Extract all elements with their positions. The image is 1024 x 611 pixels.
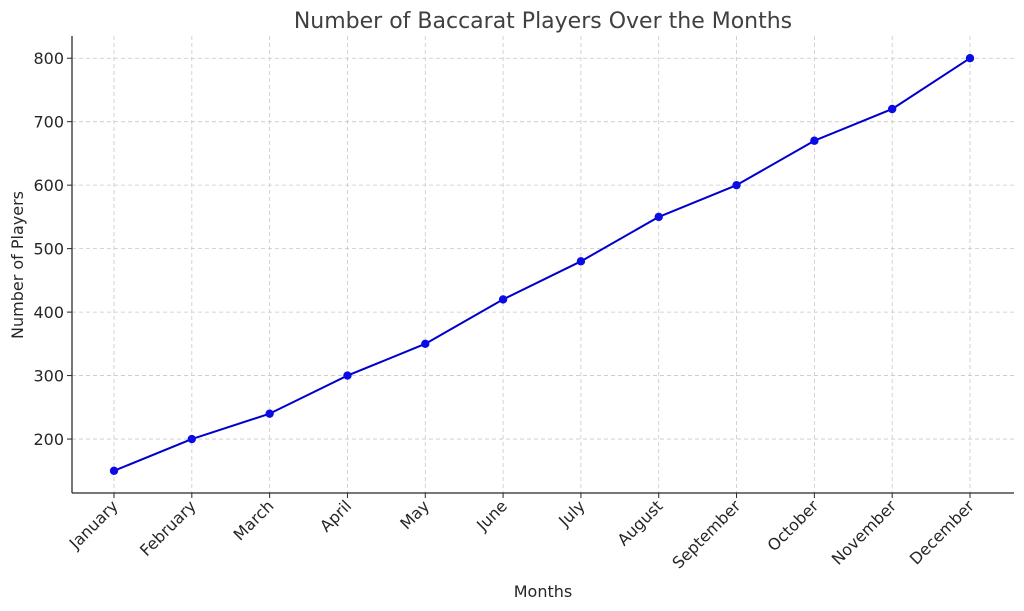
data-point (343, 371, 352, 380)
x-tick-labels: January February March April May June July Augu… (65, 493, 978, 572)
x-tick-label: July (554, 496, 588, 530)
x-tick-label: April (316, 496, 355, 535)
y-tick-label: 200 (33, 430, 64, 449)
y-tick-label: 300 (33, 367, 64, 386)
series-line (113, 57, 971, 472)
x-tick-label: February (136, 496, 200, 560)
x-tick-label: January (65, 496, 122, 553)
data-point (498, 295, 508, 304)
data-point (810, 136, 819, 145)
y-tick-label: 400 (33, 303, 64, 322)
grid-lines (72, 36, 1014, 493)
x-tick-label: March (230, 496, 278, 544)
data-point (732, 180, 741, 190)
data-point (187, 434, 197, 444)
data-point (576, 257, 586, 266)
y-tick-label: 800 (33, 49, 64, 68)
x-tick-label: August (614, 496, 667, 549)
y-tick-labels: 200 300 400 500 600 700 800 (33, 49, 72, 449)
x-tick-label: December (906, 496, 978, 568)
data-point (887, 104, 897, 114)
data-point (421, 339, 430, 349)
x-tick-label: May (396, 496, 433, 533)
data-point (265, 409, 274, 418)
y-tick-label: 600 (33, 176, 64, 195)
y-tick-label: 700 (33, 113, 64, 132)
x-tick-label: September (668, 496, 744, 572)
x-tick-label: November (828, 496, 901, 569)
chart-title: Number of Baccarat Players Over the Mont… (294, 9, 792, 34)
x-tick-label: June (472, 496, 511, 535)
data-point (965, 54, 975, 63)
data-point (109, 466, 119, 475)
plot-axes (71, 36, 1014, 494)
x-tick-label: October (763, 496, 822, 555)
data-series (109, 54, 975, 475)
data-point (654, 212, 663, 222)
y-tick-label: 500 (33, 240, 64, 259)
y-axis-label: Number of Players (8, 191, 27, 339)
x-axis-label: Months (514, 582, 572, 601)
